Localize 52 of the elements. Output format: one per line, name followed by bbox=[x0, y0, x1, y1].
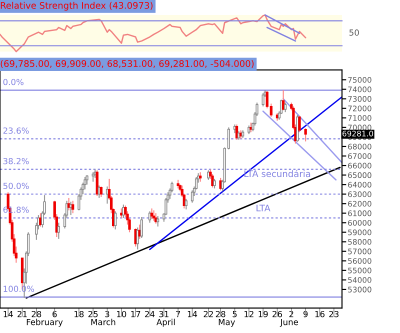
candlestick bbox=[213, 178, 216, 189]
candlestick bbox=[152, 210, 156, 222]
candlestick bbox=[72, 200, 74, 214]
x-tick-label: 26 bbox=[272, 310, 282, 318]
chart-title: Relative Strength Index (43.0973) bbox=[0, 2, 153, 11]
annotation: 38.2% bbox=[3, 158, 29, 164]
chart-title: (69,785.00, 69,909.00, 68,531.00, 69,281.00, -504.000) bbox=[0, 60, 254, 68]
candlestick bbox=[57, 222, 60, 240]
x-tick-label: 14 bbox=[188, 311, 198, 318]
x2-tick-label: February bbox=[26, 318, 63, 327]
x-tick-label: 28 bbox=[216, 310, 226, 318]
candlestick bbox=[262, 92, 264, 107]
candlestick bbox=[207, 170, 210, 180]
x2-tick-label: April bbox=[156, 318, 175, 327]
x-tick-label: 12 bbox=[244, 310, 254, 318]
x-tick-label: 16 bbox=[315, 310, 325, 318]
x-tick-label: 14 bbox=[4, 311, 13, 318]
x-tick-label: 21 bbox=[18, 310, 27, 318]
x-tick-label: 31 bbox=[159, 310, 168, 318]
x-tick-label: 18 bbox=[74, 310, 84, 318]
candlestick bbox=[156, 215, 160, 228]
candlestick bbox=[211, 174, 214, 188]
candlestick bbox=[84, 176, 86, 190]
candlestick bbox=[190, 190, 194, 204]
x2-tick-label: March bbox=[91, 318, 116, 326]
annotation: 0.0% bbox=[3, 78, 24, 86]
text: 50 bbox=[349, 29, 359, 36]
annotation: LTA secundária bbox=[244, 170, 310, 178]
candlestick bbox=[296, 114, 299, 142]
candlestick bbox=[184, 198, 188, 210]
candlestick bbox=[284, 102, 287, 113]
annotation: 23.6% bbox=[3, 127, 29, 134]
x2-tick-label: June bbox=[280, 318, 298, 327]
x-tick-label: 23 bbox=[329, 310, 339, 318]
x-tick-label: 9 bbox=[303, 310, 308, 318]
x-tick-label: 28 bbox=[32, 310, 42, 318]
x-tick-label: 17 bbox=[131, 311, 140, 318]
x-tick-label: 10 bbox=[117, 310, 126, 318]
x2-tick-label: May bbox=[218, 318, 236, 327]
x-tick-label: 24 bbox=[145, 310, 155, 318]
x-tick-label: 22 bbox=[204, 310, 213, 318]
candlestick bbox=[92, 172, 94, 182]
annotation: LTA bbox=[256, 204, 270, 212]
x-tick-label: 25 bbox=[88, 310, 98, 318]
candlestick bbox=[199, 172, 202, 182]
annotation: 50.0% bbox=[3, 182, 29, 190]
candlestick bbox=[86, 174, 88, 186]
candlestick bbox=[304, 128, 307, 142]
x-tick-label: 19 bbox=[258, 310, 268, 318]
candlestick bbox=[114, 210, 117, 230]
candlestick bbox=[150, 208, 154, 220]
candlestick bbox=[298, 115, 301, 133]
